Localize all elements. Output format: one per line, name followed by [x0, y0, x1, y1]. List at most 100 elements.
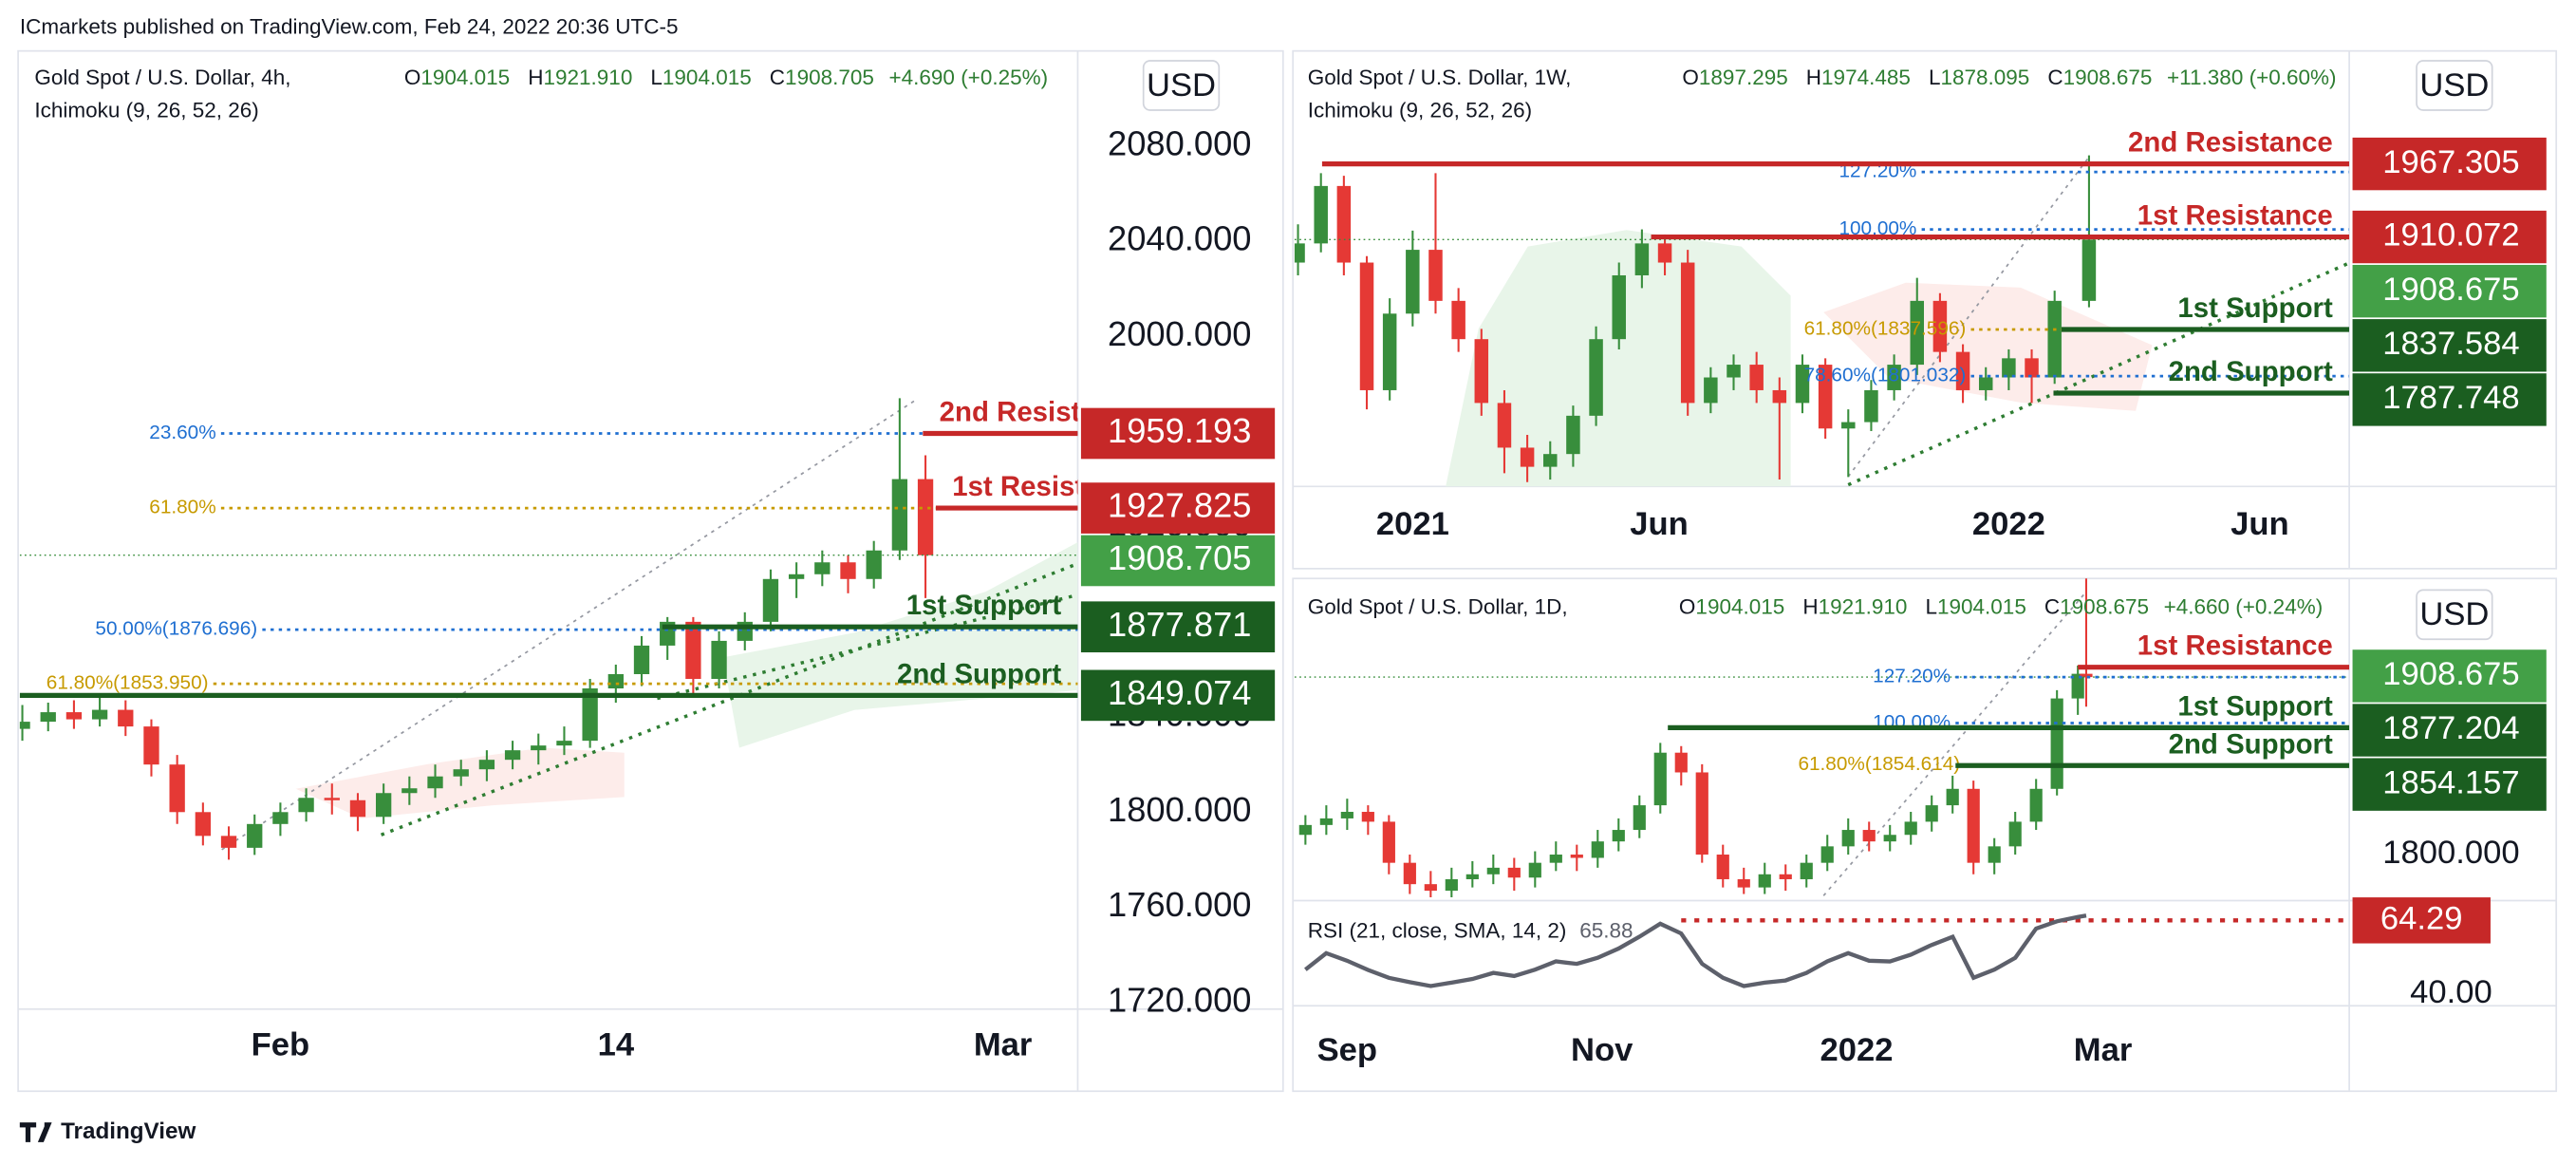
candle-body — [298, 798, 314, 813]
candle-body — [1314, 185, 1328, 244]
currency: USD — [1147, 67, 1216, 103]
price-label: 1787.748 — [2382, 380, 2519, 416]
price-label: 1908.675 — [2382, 272, 2519, 308]
ohlc-legend: O1904.015 H1921.910 L1904.015 C1908.675 +4.6… — [1679, 594, 2323, 618]
rsi-pane — [1304, 913, 2350, 988]
fib-label: 61.80%(1837.596) — [1804, 317, 1967, 339]
candle-body — [1543, 454, 1558, 467]
legend-key: O — [1679, 594, 1696, 618]
legend-value: 1897.295 — [1699, 66, 1788, 89]
candle-body — [1319, 818, 1333, 825]
price-label-box — [2352, 649, 2547, 703]
candle-body — [1612, 274, 1626, 340]
candle-body — [1955, 351, 1970, 390]
candle-body — [1406, 250, 1420, 314]
legend-key: H — [1802, 594, 1818, 618]
legend-value: +4.660 (+0.24%) — [2164, 594, 2324, 618]
candle-body — [19, 722, 30, 729]
currency-box — [1142, 60, 1221, 111]
candle-body — [1507, 867, 1521, 878]
candle-body — [762, 578, 779, 622]
candle-body — [40, 712, 56, 723]
candle-body — [1486, 867, 1500, 874]
candle-body — [504, 750, 521, 761]
rsi-title: RSI (21, close, SMA, 14, 2) 65.88 — [1308, 918, 1633, 942]
candle-body — [220, 836, 237, 848]
footer-logo: TradingView — [19, 1119, 196, 1144]
currency: USD — [2419, 596, 2489, 632]
fib-label: 61.80% — [149, 497, 215, 518]
price-label: 1908.675 — [2382, 656, 2519, 692]
rsi-line — [1304, 913, 2087, 988]
x-tick-label: Nov — [1571, 1032, 1633, 1068]
candle-body — [1634, 243, 1650, 275]
price-label-box — [2352, 137, 2547, 191]
trend-line — [221, 398, 918, 851]
candle-body — [1818, 365, 1833, 429]
currency-box — [2416, 589, 2493, 641]
y-tick-label: 1760.000 — [1108, 885, 1252, 924]
x-tick-label: Mar — [974, 1027, 1033, 1063]
candle-body — [633, 645, 650, 674]
panel-frame — [1292, 49, 2558, 570]
candle-body — [2029, 788, 2043, 822]
level-label: 2nd Support — [2169, 728, 2333, 760]
candle-body — [1657, 243, 1672, 263]
legend-value: 1974.485 — [1821, 66, 1911, 89]
candle-body — [1772, 389, 1787, 404]
price-label: 1908.705 — [1108, 538, 1252, 577]
legend-value: 1904.015 — [1937, 594, 2026, 618]
x-tick-label: 2022 — [1820, 1032, 1894, 1068]
fib-label: 61.80%(1854.614) — [1798, 753, 1960, 775]
legend-value: 1904.015 — [663, 66, 752, 89]
legend-key: O — [404, 66, 421, 89]
candle-body — [1887, 365, 1901, 390]
ohlc-legend: O1904.015 H1921.910 L1904.015 C1908.705 +4.6… — [404, 66, 1048, 89]
fib-label: 78.60%(1801.032) — [1804, 365, 1967, 386]
candle-body — [1910, 300, 1925, 366]
candle-body — [1424, 884, 1437, 892]
candle-body — [2008, 821, 2022, 847]
candle-body — [453, 769, 469, 777]
candle-body — [891, 479, 908, 551]
candle-body — [1570, 855, 1583, 858]
candle-body — [866, 550, 882, 579]
chart-title: Gold Spot / U.S. Dollar, 1D, — [1308, 594, 1568, 618]
panel-frame — [17, 49, 1284, 1093]
level-label: 2nd Support — [897, 658, 1061, 689]
level-label: 1st Support — [2177, 292, 2333, 324]
plot-area: 127.20%100.00%61.80%(1837.596)78.60%(180… — [1294, 127, 2350, 482]
candle-body — [1716, 855, 1729, 879]
y-tick-label: 2040.000 — [1108, 219, 1252, 258]
candle-body — [607, 673, 624, 689]
price-label: 1849.074 — [1108, 673, 1252, 712]
candle-body — [1758, 874, 1771, 888]
candle-body — [1925, 805, 1938, 822]
candle-body — [1497, 403, 1512, 448]
price-label-box — [2352, 758, 2547, 811]
fib-label: 23.60% — [149, 422, 215, 443]
candle-body — [1653, 752, 1667, 806]
candle-body — [272, 812, 289, 824]
price-label: 1910.072 — [2382, 217, 2519, 254]
candle-body — [1340, 812, 1353, 818]
candle-body — [375, 793, 392, 818]
chart-subtitle: Ichimoku (9, 26, 52, 26) — [1308, 99, 1532, 122]
legend-key: C — [2044, 594, 2060, 618]
y-tick-label: 40.00 — [2410, 974, 2492, 1010]
candle-body — [1727, 365, 1741, 378]
x-tick-label: Jun — [1630, 506, 1689, 542]
chart-title: Gold Spot / U.S. Dollar, 4h, — [34, 66, 290, 89]
x-tick-label: Jun — [2231, 506, 2289, 542]
panel-frame — [1292, 577, 2558, 1093]
trend-line — [380, 562, 1078, 837]
trend-line — [1847, 155, 2091, 478]
price-label: 1837.584 — [2382, 326, 2519, 362]
candle-body — [556, 741, 572, 746]
candle-body — [1474, 339, 1489, 404]
legend-value: +4.690 (+0.25%) — [888, 66, 1048, 89]
price-label-box — [1080, 407, 1276, 460]
candle-body — [1451, 300, 1465, 340]
price-label-box — [1080, 669, 1276, 722]
